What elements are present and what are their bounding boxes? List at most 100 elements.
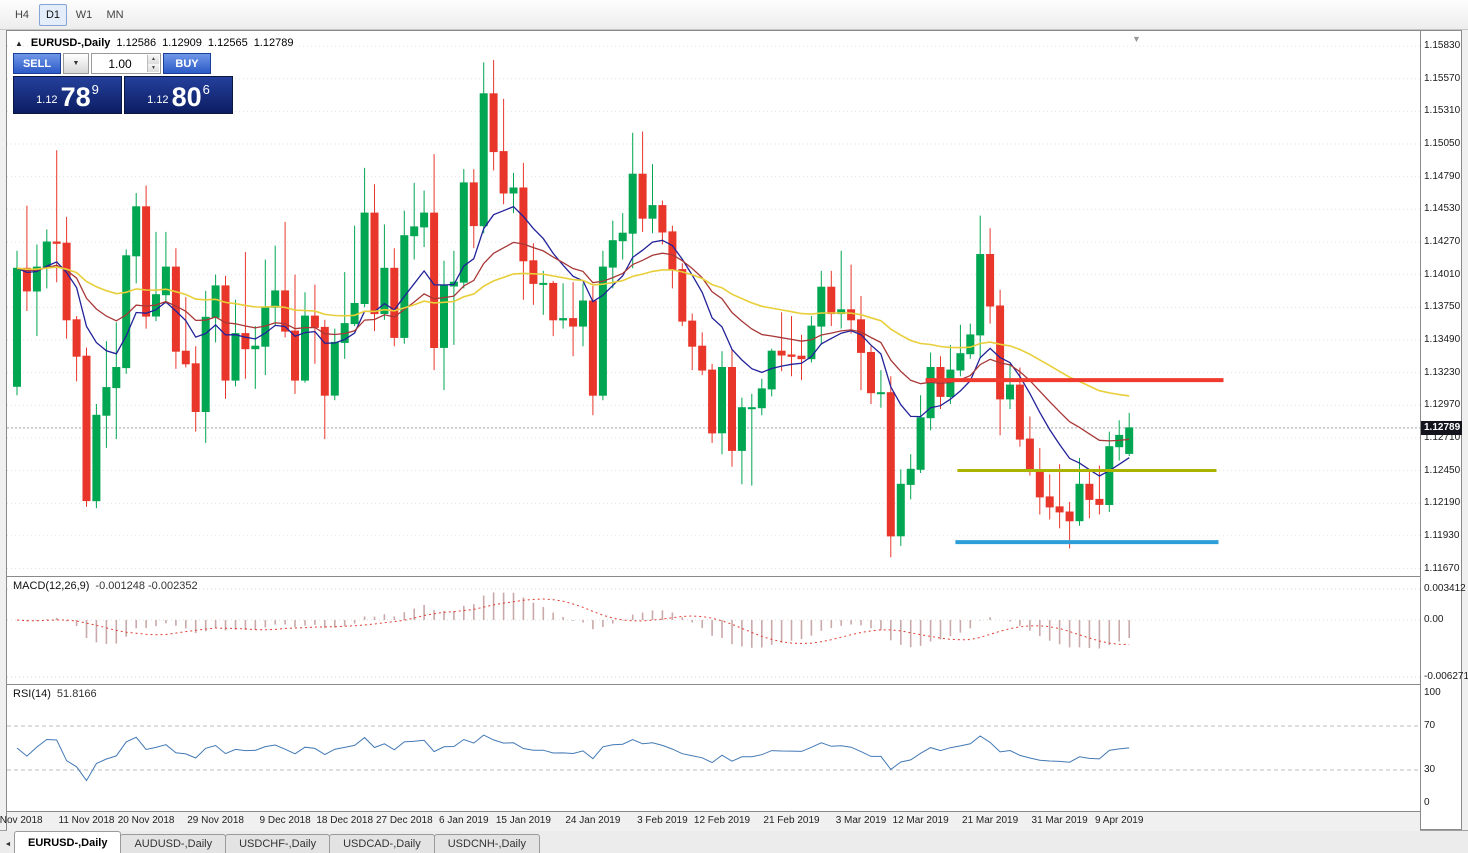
rsi-name: RSI(14) — [13, 688, 51, 700]
volume-stepper: ▲ ▼ — [147, 55, 159, 72]
macd-tick-label: -0.006271 — [1424, 671, 1468, 682]
ohlc-high: 1.12909 — [162, 37, 202, 49]
rsi-tick-label: 30 — [1424, 764, 1436, 775]
date-label: 21 Mar 2019 — [962, 815, 1019, 826]
ohlc-low: 1.12565 — [207, 37, 248, 49]
volume-up-icon[interactable]: ▲ — [147, 55, 159, 64]
buy-price-big: 80 — [171, 82, 202, 112]
tab-scroll-left-icon[interactable]: ◄ — [4, 840, 12, 848]
price-tick-label: 1.15830 — [1424, 40, 1461, 52]
macd-histogram — [26, 592, 1130, 649]
price-tick-label: 1.15310 — [1424, 105, 1461, 117]
chevron-down-icon: ▼ — [72, 60, 80, 67]
price-tick-label: 1.14010 — [1424, 268, 1461, 280]
date-label: 3 Feb 2019 — [637, 815, 688, 826]
date-label: 6 Jan 2019 — [439, 815, 489, 826]
price-tick-label: 1.12190 — [1424, 497, 1461, 509]
price-tick-label: 1.12710 — [1424, 431, 1461, 443]
symbol-tab-USDCNH[interactable]: USDCNH-,Daily — [433, 834, 540, 853]
price-tick-label: 1.11670 — [1424, 562, 1460, 574]
current-price-tag: 1.12789 — [1421, 420, 1462, 435]
tf-button-W1[interactable]: W1 — [75, 8, 93, 21]
one-click-trading-panel: SELL ▼ ▲ ▼ BUY 1.12 78 9 — [13, 53, 233, 114]
date-label: 15 Jan 2019 — [495, 815, 551, 826]
price-tick-label: 1.14790 — [1424, 170, 1461, 182]
date-label: 24 Jan 2019 — [565, 815, 621, 826]
macd-indicator-label: MACD(12,26,9) -0.001248 -0.002352 — [13, 580, 198, 592]
symbol-tab-USDCHF[interactable]: USDCHF-,Daily — [225, 834, 331, 853]
macd-name: MACD(12,26,9) — [13, 580, 90, 592]
date-label: 9 Apr 2019 — [1095, 815, 1144, 826]
order-type-dropdown[interactable]: ▼ — [63, 53, 89, 74]
date-label: 31 Mar 2019 — [1031, 815, 1088, 826]
sell-price-small: 1.12 — [36, 94, 58, 106]
buy-price-small: 1.12 — [147, 94, 169, 106]
price-tick-label: 1.12970 — [1424, 399, 1461, 411]
ma-fast-line — [16, 205, 1130, 477]
macd-tick-label: 0.00 — [1424, 614, 1444, 625]
ohlc-close: 1.12789 — [253, 37, 294, 49]
sell-price-panel[interactable]: 1.12 78 9 — [13, 76, 122, 114]
rsi-tick-label: 70 — [1424, 720, 1436, 731]
chart-title: ▲ EURUSD-,Daily 1.12586 1.12909 1.12565 … — [15, 37, 293, 49]
volume-down-icon[interactable]: ▼ — [147, 63, 159, 72]
price-tick-label: 1.13490 — [1424, 333, 1461, 345]
date-label: 1 Nov 2018 — [0, 815, 43, 826]
price-tick-label: 1.13230 — [1424, 366, 1461, 378]
ma-mid-line — [16, 241, 1130, 442]
pane-separator[interactable] — [7, 684, 1461, 685]
ohlc-open: 1.12586 — [116, 37, 157, 49]
volume-field-wrap: ▲ ▼ — [91, 53, 161, 74]
timeframe-toolbar: H4 D1 W1 MN — [0, 0, 1468, 30]
macd-pane[interactable] — [7, 577, 1420, 684]
symbol-tab-AUDUSD[interactable]: AUDUSD-,Daily — [120, 834, 227, 853]
one-click-collapse-icon[interactable]: ▲ — [15, 38, 23, 48]
price-tick-label: 1.12450 — [1424, 464, 1461, 476]
price-tick-label: 1.15570 — [1424, 72, 1461, 84]
symbol-tab-EURUSD[interactable]: EURUSD-,Daily — [14, 831, 122, 853]
price-tick-label: 1.14530 — [1424, 203, 1461, 215]
rsi-value: 51.8166 — [56, 688, 97, 700]
rsi-indicator-label: RSI(14) 51.8166 — [13, 688, 97, 700]
date-label: 29 Nov 2018 — [187, 815, 244, 826]
tf-button-MN[interactable]: MN — [106, 8, 124, 21]
date-label: 27 Dec 2018 — [375, 815, 433, 826]
price-tick-label: 1.11930 — [1424, 529, 1460, 541]
price-tick-label: 1.14270 — [1424, 236, 1461, 247]
date-label: 18 Dec 2018 — [316, 815, 374, 826]
chart-symbol-label: EURUSD-,Daily — [30, 37, 111, 49]
sell-button[interactable]: SELL — [13, 53, 61, 74]
date-label: 11 Nov 2018 — [58, 815, 115, 826]
pane-separator[interactable] — [7, 576, 1461, 577]
date-label: 12 Feb 2019 — [693, 815, 751, 826]
symbol-tab-bar: ◄ EURUSD-,Daily AUDUSD-,Daily USDCHF-,Dail… — [0, 830, 1468, 853]
rsi-tick-label: 0 — [1424, 797, 1430, 808]
date-label: 20 Nov 2018 — [117, 815, 175, 826]
tf-button-H4[interactable]: H4 — [14, 8, 30, 21]
sell-price-sup: 9 — [91, 82, 99, 97]
sell-price-big: 78 — [60, 82, 91, 112]
buy-price-panel[interactable]: 1.12 80 6 — [124, 76, 233, 114]
tf-button-D1[interactable]: D1 — [39, 3, 67, 26]
rsi-line — [16, 734, 1130, 782]
ma-slow-line — [16, 266, 1130, 397]
buy-button[interactable]: BUY — [163, 53, 211, 74]
volume-input[interactable] — [92, 54, 160, 73]
pane-separator — [7, 811, 1461, 812]
main-chart-canvas[interactable] — [7, 31, 1420, 576]
symbol-tab-USDCAD[interactable]: USDCAD-,Daily — [329, 834, 435, 853]
macd-tick-label: 0.003412 — [1424, 583, 1466, 594]
rsi-pane[interactable] — [7, 685, 1420, 811]
buy-price-sup: 6 — [202, 82, 210, 97]
date-label: 9 Dec 2018 — [259, 815, 311, 826]
price-tick-label: 1.15050 — [1424, 138, 1461, 149]
price-axis[interactable]: 1.15830 1.15570 1.15310 1.15050 1.14790 1.145… — [1420, 31, 1468, 829]
date-label: 12 Mar 2019 — [892, 815, 949, 826]
price-tick-label: 1.13750 — [1424, 301, 1461, 313]
macd-values: -0.001248 -0.002352 — [95, 580, 198, 592]
date-label: 3 Mar 2019 — [835, 815, 887, 826]
rsi-tick-label: 100 — [1424, 687, 1441, 698]
chart-shift-marker-icon[interactable]: ▼ — [1132, 34, 1141, 44]
